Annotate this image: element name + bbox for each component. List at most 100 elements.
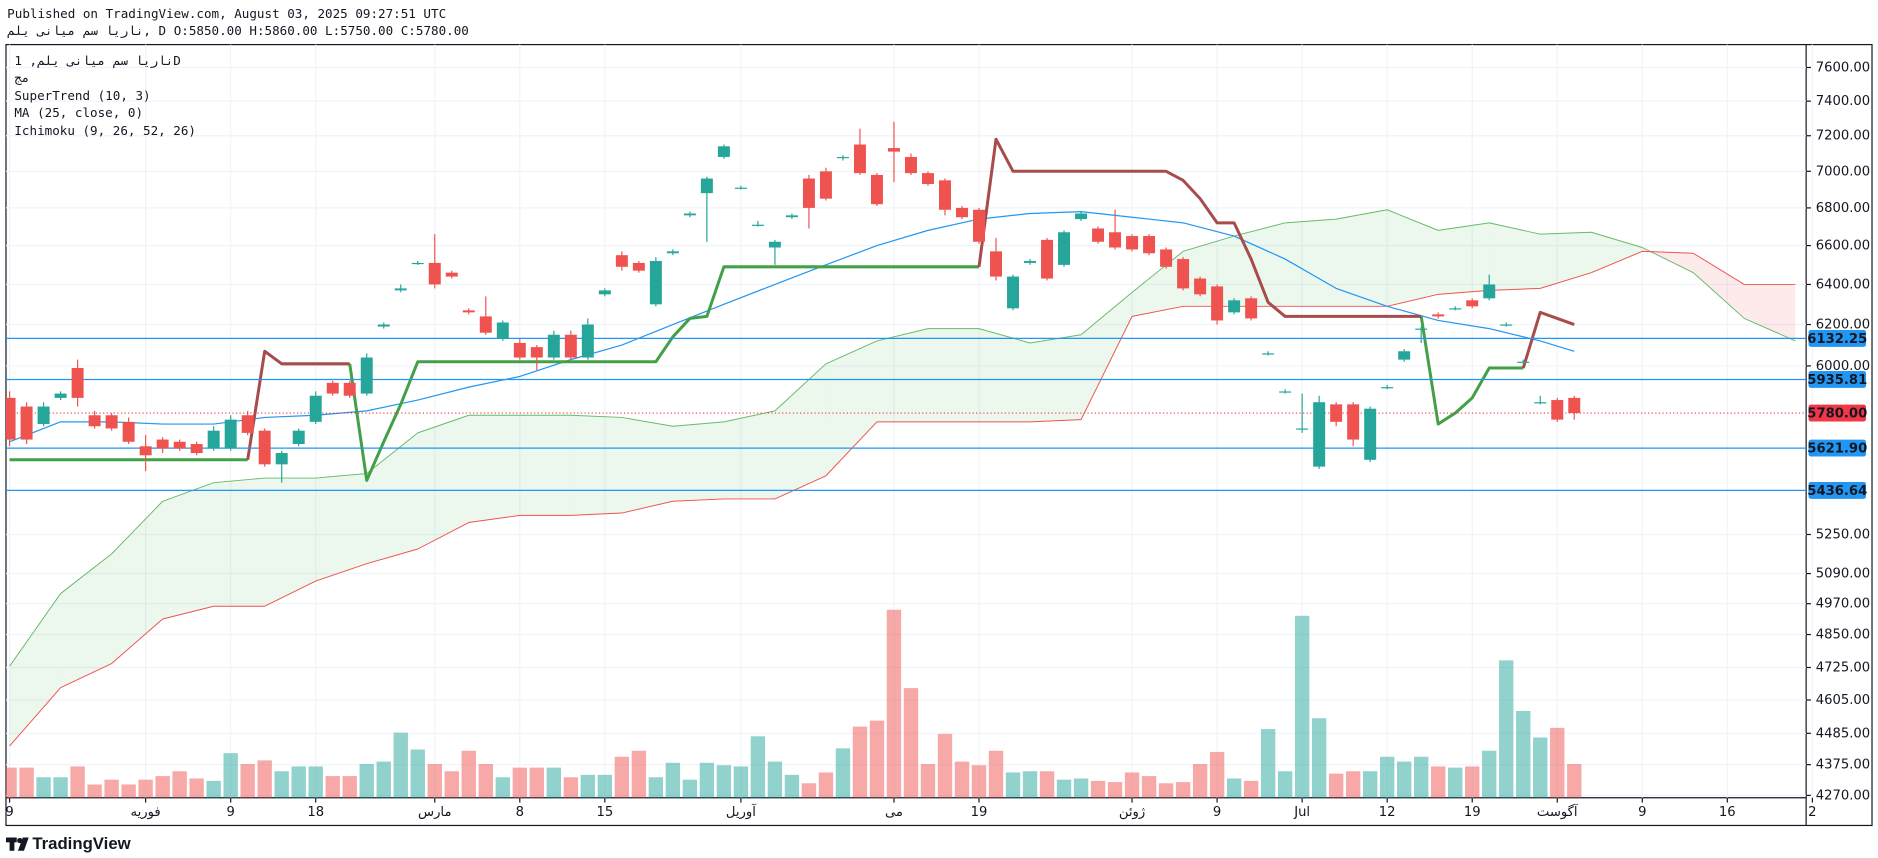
- volume-bar: [767, 761, 783, 798]
- candle-body: [785, 215, 798, 218]
- volume-bar: [1294, 615, 1310, 798]
- candle-body: [156, 439, 169, 449]
- volume-bar: [580, 774, 596, 798]
- candle-body: [956, 207, 968, 218]
- price-label: 5436.64: [1807, 484, 1867, 499]
- volume-bar: [546, 767, 562, 798]
- volume-bar: [1345, 771, 1361, 798]
- volume-bar: [954, 761, 970, 798]
- volume-bar: [937, 733, 953, 798]
- volume-bar: [1431, 766, 1446, 798]
- price-label-box: [1808, 371, 1867, 388]
- volume-bar: [988, 750, 1004, 798]
- cloud-fill: [927, 328, 980, 422]
- last-price-label: 5780.00: [1807, 407, 1867, 422]
- y-tick-label: 4725.00: [1816, 660, 1870, 675]
- candle-body: [326, 382, 339, 394]
- candle-body: [190, 444, 203, 454]
- volume-bar: [869, 720, 885, 798]
- cloud-fill: [1132, 251, 1184, 317]
- span-a-line: [9, 209, 1796, 667]
- price-label: 5621.90: [1807, 442, 1867, 457]
- volume-bar: [1362, 771, 1378, 798]
- candle-body: [1415, 328, 1428, 330]
- cloud-fill: [1591, 232, 1643, 273]
- logo-mark: [17, 837, 23, 844]
- candle-body: [496, 322, 509, 339]
- x-tick-label: 16: [1719, 805, 1736, 820]
- last-price-box: [1808, 404, 1867, 422]
- candle-body: [853, 144, 866, 174]
- candle-body: [309, 395, 322, 422]
- candle-body: [1177, 259, 1190, 289]
- candle-body: [1143, 236, 1156, 254]
- volume-bar: [53, 777, 68, 798]
- volume-bar: [19, 767, 34, 798]
- x-tick-label: فوریه: [131, 805, 161, 820]
- cloud-fill: [979, 328, 1031, 422]
- y-tick-label: 4850.00: [1816, 628, 1870, 643]
- candle-body: [649, 260, 662, 305]
- cloud-fill: [1234, 222, 1286, 307]
- volume-bar: [716, 765, 732, 798]
- volume-bar: [1533, 737, 1548, 798]
- volume-bar: [1328, 773, 1344, 798]
- cloud-fill: [519, 415, 571, 516]
- volume-bar: [1073, 778, 1089, 798]
- cloud-fill: [264, 478, 316, 607]
- volume-bar: [1005, 772, 1021, 798]
- volume-bar: [631, 750, 647, 798]
- y-tick-label: 4485.00: [1816, 726, 1870, 741]
- legend-ma: MA (25, close, 0): [14, 105, 143, 120]
- y-tick-label: 5250.00: [1816, 527, 1870, 542]
- volume-bar: [801, 783, 817, 798]
- candle-body: [1432, 314, 1445, 317]
- volume-bar: [1158, 783, 1174, 798]
- logo-mark: [9, 837, 15, 851]
- ohlc-line: ناریا سم میانی یلم, D O:5850.00 H:5860.0…: [7, 23, 469, 39]
- candle-body: [1058, 232, 1071, 265]
- x-tick-label: 9: [1213, 805, 1221, 820]
- candle-body: [1534, 402, 1547, 404]
- y-tick-label: 5090.00: [1816, 567, 1870, 582]
- candle-body: [377, 324, 390, 327]
- x-tick-label: 9: [1638, 805, 1646, 820]
- candle-body: [88, 415, 101, 427]
- supertrend-down: [246, 349, 350, 461]
- candle-body: [717, 146, 730, 157]
- candle-body: [71, 368, 84, 398]
- candle-body: [1551, 400, 1564, 420]
- x-tick-label: 2: [1808, 805, 1816, 820]
- volume-bar: [971, 765, 987, 798]
- supertrend-down: [1521, 310, 1575, 369]
- candle-body: [973, 209, 985, 242]
- cloud-fill: [1387, 209, 1439, 307]
- volume-bar: [240, 764, 255, 798]
- candle-body: [1517, 361, 1530, 363]
- volume-bar: [36, 777, 51, 798]
- volume-bar: [121, 784, 136, 798]
- candle-body: [1364, 408, 1377, 460]
- candle-body: [1296, 428, 1309, 430]
- brand-logo[interactable]: TradingView: [5, 834, 132, 853]
- volume-bar: [410, 749, 425, 798]
- x-tick-label: ژوئن: [1119, 805, 1145, 820]
- volume-bar: [512, 767, 527, 798]
- candle-body: [1211, 286, 1224, 321]
- y-tick-label: 7400.00: [1816, 94, 1870, 109]
- x-tick-label: می: [885, 805, 903, 820]
- volume-bar: [648, 777, 664, 798]
- cloud-fill: [315, 473, 367, 582]
- cloud-fill: [723, 410, 775, 499]
- candle-body: [1092, 228, 1105, 242]
- volume-bar: [70, 766, 85, 798]
- volume-bar: [597, 774, 613, 798]
- x-tick-label: مارس: [418, 805, 451, 820]
- candle-body: [54, 393, 67, 398]
- x-tick-label: Jul: [1293, 805, 1310, 820]
- volume-bar: [172, 771, 187, 798]
- volume-bar: [1124, 772, 1140, 798]
- volume-bar: [1192, 764, 1208, 798]
- cloud-fill: [1285, 219, 1337, 307]
